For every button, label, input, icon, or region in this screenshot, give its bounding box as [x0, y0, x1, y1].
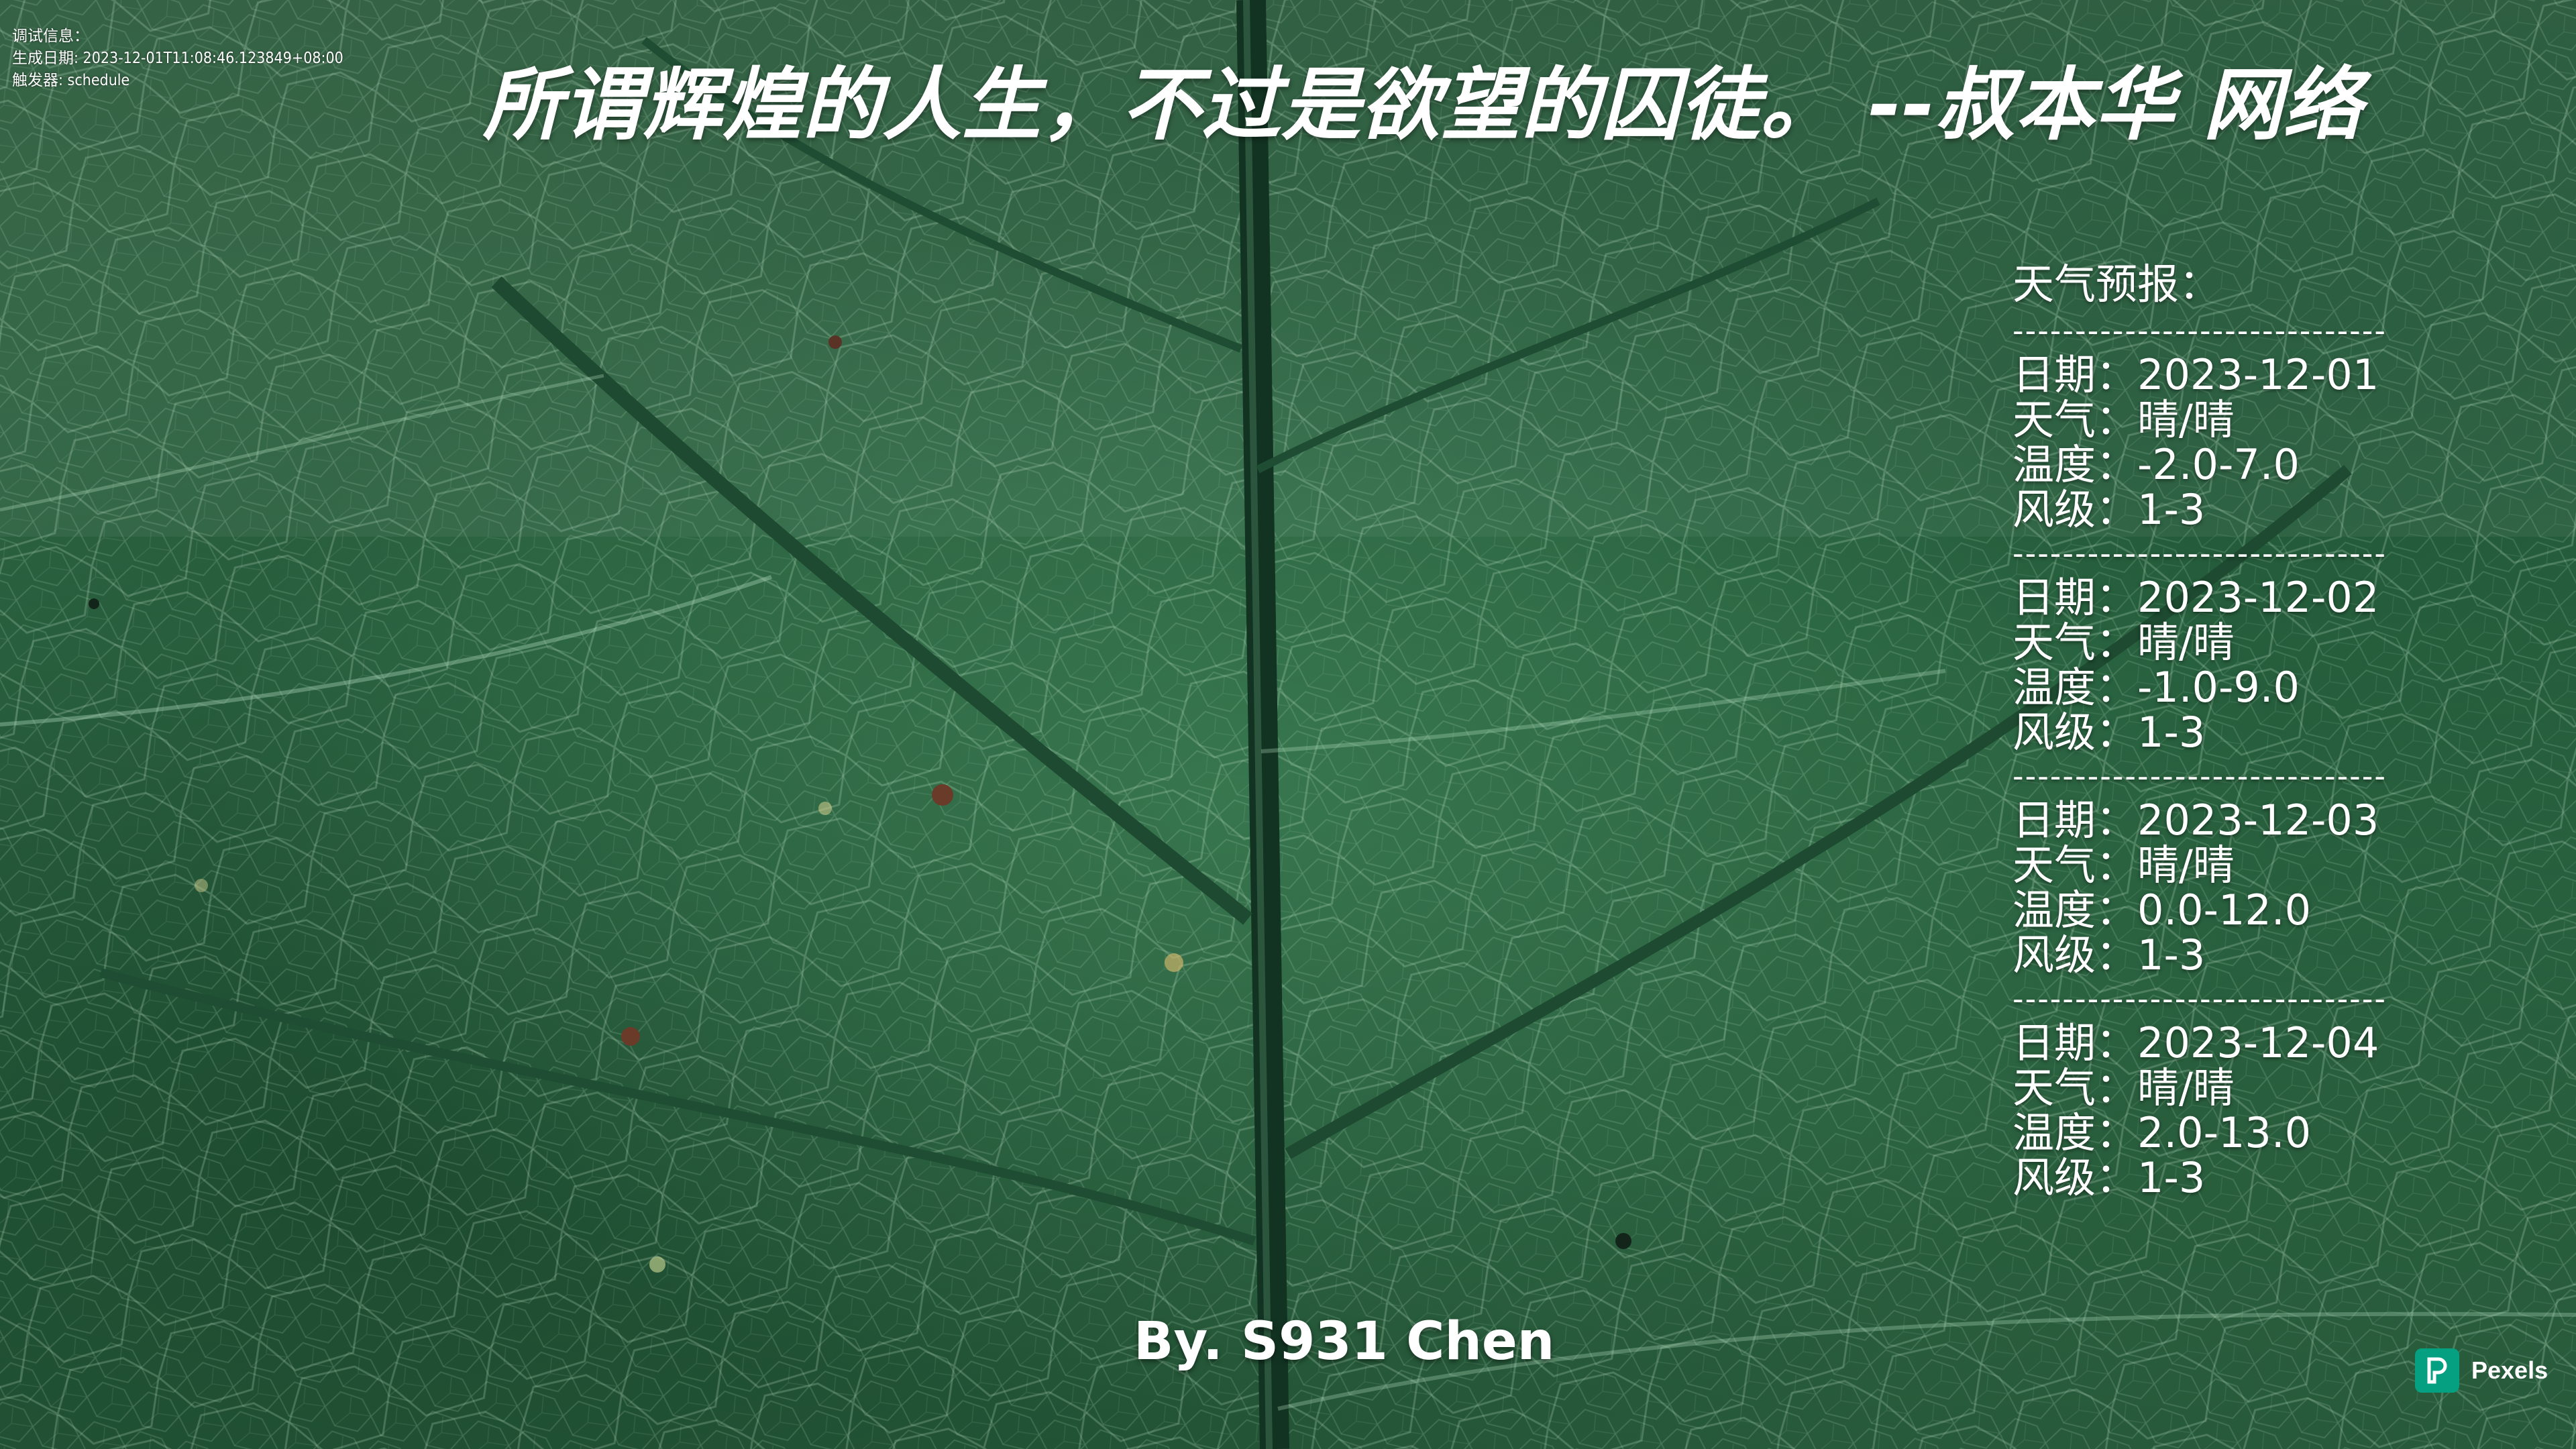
debug-info: 调试信息： 生成日期: 2023-12-01T11:08:46.123849+0…: [12, 25, 343, 92]
weather-separator: ------------------------------: [2012, 313, 2387, 349]
weather-date: 日期：2023-12-03: [2012, 796, 2379, 845]
weather-wind: 风级：1-3: [2012, 1153, 2206, 1202]
weather-day: 日期：2023-12-02 天气：晴/晴 温度：-1.0-9.0 风级：1-3: [2012, 575, 2387, 755]
weather-separator: ------------------------------: [2012, 981, 2387, 1017]
weather-wind: 风级：1-3: [2012, 485, 2206, 534]
weather-condition: 天气：晴/晴: [2012, 1063, 2235, 1112]
weather-day: 日期：2023-12-01 天气：晴/晴 温度：-2.0-7.0 风级：1-3: [2012, 352, 2387, 532]
weather-temperature: 温度：0.0-12.0: [2012, 885, 2312, 934]
pexels-label: Pexels: [2471, 1356, 2548, 1384]
weather-separator: ------------------------------: [2012, 758, 2387, 794]
weather-day: 日期：2023-12-04 天气：晴/晴 温度：2.0-13.0 风级：1-3: [2012, 1020, 2387, 1200]
weather-title: 天气预报：: [2012, 260, 2221, 309]
weather-date: 日期：2023-12-02: [2012, 573, 2379, 622]
weather-forecast: 天气预报： ------------------------------ 日期：…: [2012, 262, 2387, 1200]
debug-label: 调试信息：: [12, 28, 89, 45]
pexels-logo-icon: [2415, 1348, 2459, 1393]
weather-wind: 风级：1-3: [2012, 930, 2206, 979]
quote-text: 所谓辉煌的人生，不过是欲望的囚徒。 --叔本华 网络: [483, 58, 2363, 151]
weather-temperature: 温度：2.0-13.0: [2012, 1108, 2312, 1157]
weather-date: 日期：2023-12-04: [2012, 1018, 2379, 1067]
weather-day: 日期：2023-12-03 天气：晴/晴 温度：0.0-12.0 风级：1-3: [2012, 798, 2387, 977]
debug-trigger: 触发器: schedule: [12, 72, 130, 89]
weather-condition: 天气：晴/晴: [2012, 841, 2235, 890]
debug-generated-date: 生成日期: 2023-12-01T11:08:46.123849+08:00: [12, 50, 343, 67]
weather-temperature: 温度：-1.0-9.0: [2012, 663, 2300, 712]
weather-condition: 天气：晴/晴: [2012, 618, 2235, 667]
weather-wind: 风级：1-3: [2012, 708, 2206, 757]
author-signature: By. S931 Chen: [1134, 1311, 1555, 1372]
weather-condition: 天气：晴/晴: [2012, 395, 2235, 444]
weather-date: 日期：2023-12-01: [2012, 350, 2379, 399]
weather-separator: ------------------------------: [2012, 535, 2387, 572]
weather-temperature: 温度：-2.0-7.0: [2012, 440, 2300, 489]
pexels-watermark: Pexels: [2415, 1348, 2548, 1393]
